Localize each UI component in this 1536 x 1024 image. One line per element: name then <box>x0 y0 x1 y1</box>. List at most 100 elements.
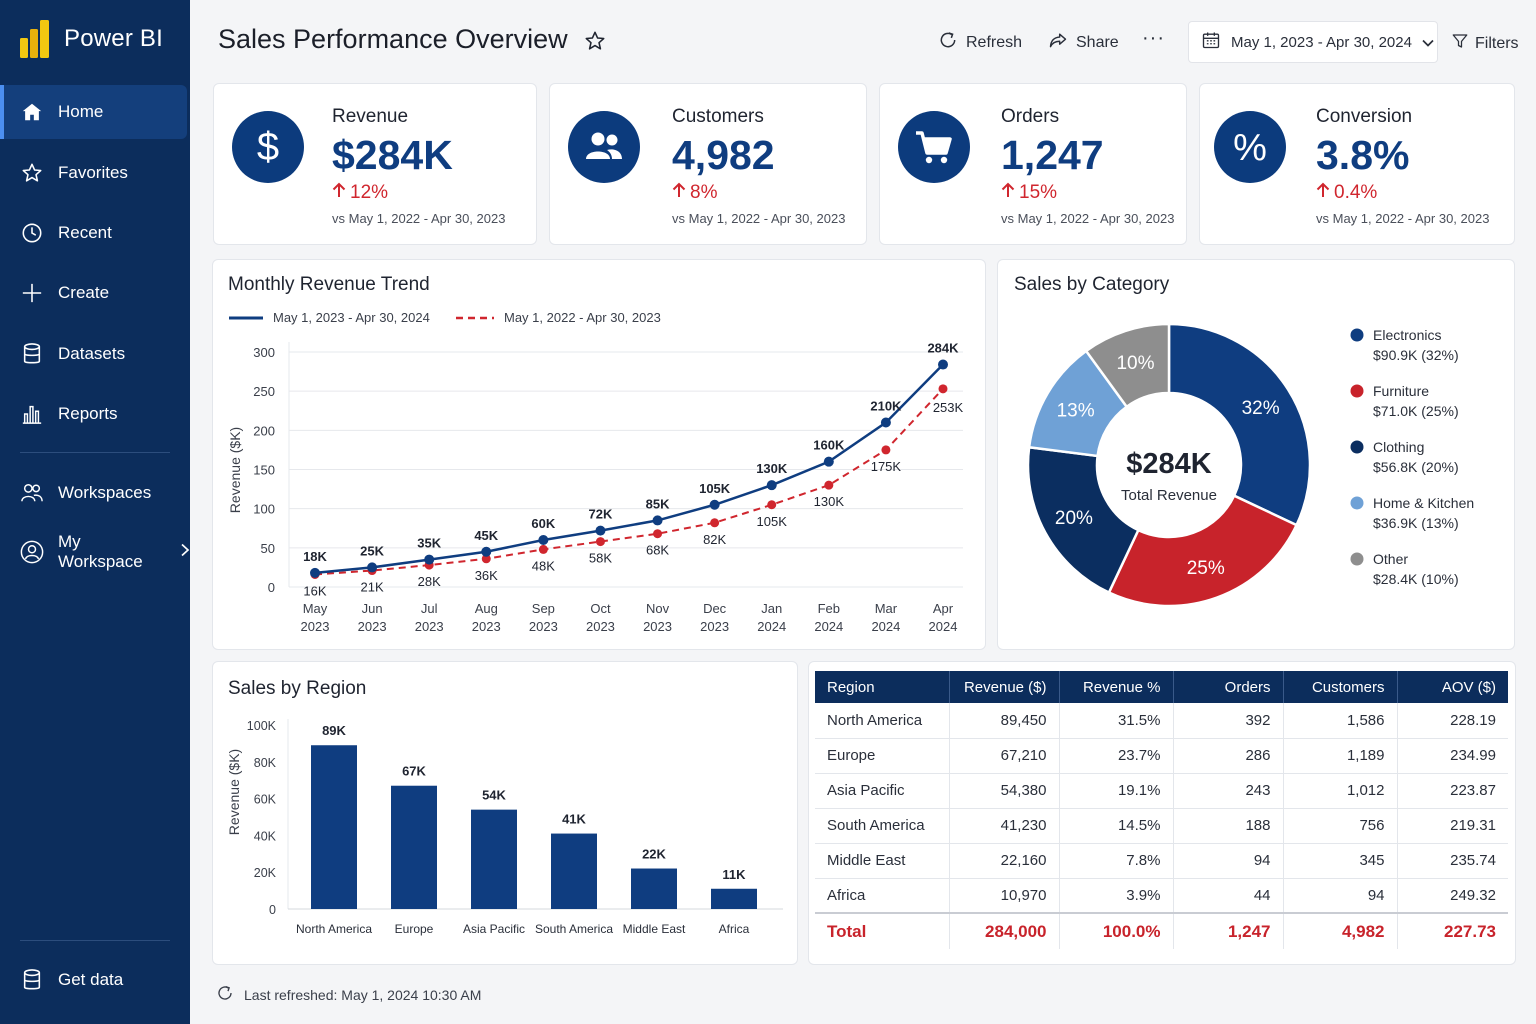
bar[interactable] <box>471 809 517 909</box>
x-tick-year: 2024 <box>757 619 786 634</box>
column-header[interactable]: Revenue % <box>1059 671 1174 703</box>
data-point[interactable] <box>652 515 663 526</box>
data-point[interactable] <box>424 554 435 565</box>
data-point[interactable] <box>938 384 948 394</box>
data-point[interactable] <box>766 480 777 491</box>
data-point[interactable] <box>595 525 606 536</box>
sidebar-item-workspaces[interactable]: Workspaces <box>0 466 190 520</box>
legend-item[interactable]: Clothing $56.8K (20%) <box>1350 439 1459 475</box>
kpi-value: 3.8% <box>1316 132 1410 178</box>
data-label-previous: 36K <box>475 568 498 583</box>
data-point[interactable] <box>881 445 891 455</box>
column-header[interactable]: Revenue ($) <box>949 671 1060 703</box>
data-point[interactable] <box>709 499 720 510</box>
kpi-compare: vs May 1, 2022 - Apr 30, 2023 <box>1001 211 1175 226</box>
more-options-button[interactable]: ··· <box>1142 27 1165 49</box>
column-header[interactable]: Customers <box>1283 671 1398 703</box>
table-cell: 7.8% <box>1059 843 1174 879</box>
table-row[interactable]: Middle East 22,160 7.8% 94 345 235.74 <box>815 843 1508 879</box>
data-point[interactable] <box>823 456 834 467</box>
bar[interactable] <box>711 888 757 909</box>
table-cell: Africa <box>815 878 950 914</box>
table-row[interactable]: Europe 67,210 23.7% 286 1,189 234.99 <box>815 738 1508 774</box>
data-point[interactable] <box>880 417 891 428</box>
kpi-card-orders[interactable]: Orders 1,247 15% vs May 1, 2022 - Apr 30… <box>879 83 1187 245</box>
table-row[interactable]: North America 89,450 31.5% 392 1,586 228.19 <box>815 703 1508 739</box>
data-point[interactable] <box>767 500 777 510</box>
kpi-card-revenue[interactable]: $ Revenue $284K 12% vs May 1, 2022 - Apr… <box>213 83 537 245</box>
bar[interactable] <box>631 868 677 909</box>
person-icon <box>20 540 44 564</box>
series-line-previous[interactable] <box>314 388 944 576</box>
sidebar-item-home[interactable]: Home <box>0 85 187 139</box>
pie-slice-clothing[interactable] <box>1026 445 1140 595</box>
x-tick-label: Aug <box>475 601 498 616</box>
bar-chart: Revenue ($K) 0 20K 40K 60K 80K 100K 89K North Am… <box>226 719 783 936</box>
home-icon <box>20 100 44 124</box>
legend-item-current[interactable]: May 1, 2023 - Apr 30, 2024 <box>229 310 430 325</box>
table-row[interactable]: South America 41,230 14.5% 188 756 219.31 <box>815 808 1508 844</box>
table-cell: 94 <box>1173 843 1284 879</box>
data-point[interactable] <box>824 480 834 490</box>
data-point[interactable] <box>481 546 492 557</box>
kpi-card-customers[interactable]: Customers 4,982 8% vs May 1, 2022 - Apr … <box>549 83 867 245</box>
legend-item-previous[interactable]: May 1, 2022 - Apr 30, 2023 <box>456 310 661 325</box>
column-header[interactable]: Orders <box>1173 671 1284 703</box>
data-point[interactable] <box>310 567 320 578</box>
x-tick-label: Nov <box>646 601 670 616</box>
sidebar-item-label: Favorites <box>58 163 128 182</box>
refresh-button[interactable]: Refresh <box>938 30 1022 55</box>
table-row[interactable]: Africa 10,970 3.9% 44 94 249.32 <box>815 878 1508 914</box>
brand[interactable]: Power BI <box>20 20 163 58</box>
arrow-up-icon <box>1316 182 1330 204</box>
bar[interactable] <box>391 785 437 909</box>
donut-chart: 32% 25% 20% 13% 10% $284K Total Revenue Electro… <box>1026 322 1475 608</box>
sidebar-item-reports[interactable]: Reports <box>0 387 190 441</box>
series-line-current[interactable] <box>314 363 944 575</box>
date-range-picker[interactable]: May 1, 2023 - Apr 30, 2024 <box>1188 21 1438 63</box>
data-point[interactable] <box>595 537 605 547</box>
sidebar-item-datasets[interactable]: Datasets <box>0 327 190 381</box>
legend-item[interactable]: Furniture $71.0K (25%) <box>1350 383 1459 419</box>
table-total-row[interactable]: Total 284,000 100.0% 1,247 4,982 227.73 <box>815 912 1508 949</box>
pie-slice-furniture[interactable] <box>1107 494 1299 608</box>
legend-item[interactable]: Electronics $90.9K (32%) <box>1350 327 1459 363</box>
sidebar-item-label: Home <box>58 102 104 121</box>
slice-label: 10% <box>1116 353 1154 374</box>
x-tick-year: 2023 <box>358 619 387 634</box>
share-button[interactable]: Share <box>1048 30 1119 55</box>
data-point[interactable] <box>710 518 720 528</box>
table-row[interactable]: Asia Pacific 54,380 19.1% 243 1,012 223.87 <box>815 773 1508 809</box>
data-point[interactable] <box>653 529 663 539</box>
filters-button[interactable]: Filters <box>1451 32 1519 55</box>
pie-slice-electronics[interactable] <box>1167 322 1312 527</box>
kpi-value: $284K <box>332 132 453 178</box>
column-header[interactable]: Region <box>815 671 950 703</box>
legend-item[interactable]: Other $28.4K (10%) <box>1350 551 1459 587</box>
data-point[interactable] <box>538 544 548 554</box>
data-point[interactable] <box>367 562 378 573</box>
legend-item[interactable]: Home & Kitchen $36.9K (13%) <box>1350 495 1475 531</box>
legend-label: Clothing <box>1373 439 1424 455</box>
x-tick-label: Europe <box>395 922 434 936</box>
chevron-down-icon <box>1422 34 1434 51</box>
sidebar-item-recent[interactable]: Recent <box>0 206 190 260</box>
data-label-previous: 175K <box>871 459 902 474</box>
bar[interactable] <box>551 833 597 909</box>
sales-by-region-card: Sales by Region Revenue ($K) 0 20K 40K 60K 80… <box>212 661 798 965</box>
y-tick-label: 40K <box>254 829 277 843</box>
data-point[interactable] <box>538 535 549 545</box>
favorite-star-icon[interactable] <box>584 30 606 52</box>
data-point[interactable] <box>481 554 491 564</box>
bar[interactable] <box>311 745 357 909</box>
kpi-card-conversion[interactable]: % Conversion 3.8% 0.4% vs May 1, 2022 - … <box>1199 83 1515 245</box>
sidebar-item-create[interactable]: Create <box>0 266 190 320</box>
sidebar-item-get-data[interactable]: Get data <box>0 953 190 1007</box>
pie-slice-other[interactable] <box>1084 322 1171 409</box>
x-tick-label: North America <box>296 922 372 936</box>
data-point[interactable] <box>938 359 948 370</box>
sidebar-item-favorites[interactable]: Favorites <box>0 146 190 200</box>
sidebar-item-my-workspace[interactable]: My Workspace <box>0 525 190 579</box>
column-header[interactable]: AOV ($) <box>1397 671 1508 703</box>
kpi-compare: vs May 1, 2022 - Apr 30, 2023 <box>672 211 846 226</box>
